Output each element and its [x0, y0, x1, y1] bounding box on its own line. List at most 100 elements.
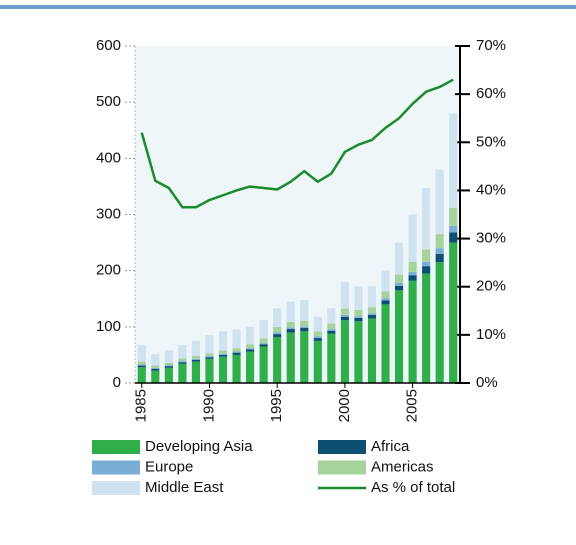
bar-segment	[449, 225, 458, 233]
bar-segment	[340, 316, 349, 321]
bar-segment	[367, 286, 377, 308]
bar-segment	[327, 329, 336, 331]
bar-segment	[191, 358, 200, 360]
bar-segment	[178, 344, 187, 359]
bar-segment	[300, 331, 309, 383]
bar-segment	[151, 367, 160, 369]
bar-segment	[286, 321, 295, 328]
bar-segment	[313, 336, 322, 339]
bar-segment	[191, 359, 200, 362]
legend-label: Developing Asia	[145, 438, 253, 455]
bar-segment	[435, 169, 444, 235]
bar-segment	[151, 365, 160, 368]
bar-segment	[205, 356, 214, 358]
bar-segment	[232, 354, 241, 383]
bar-segment	[381, 291, 390, 299]
bar-segment	[286, 301, 295, 322]
bar-segment	[137, 344, 146, 362]
bar-segment	[246, 326, 255, 345]
bar-segment	[395, 285, 404, 291]
bar-segment	[286, 332, 295, 383]
bar-segment	[259, 343, 268, 345]
bar-segment	[259, 346, 268, 383]
bar-segment	[340, 320, 349, 383]
y2-tick-label: 20%	[476, 278, 506, 295]
x-tick-label: 2000	[336, 389, 353, 422]
bar-segment	[422, 188, 431, 250]
bar-segment	[137, 361, 146, 365]
x-tick-label: 1995	[268, 389, 285, 422]
bar-segment	[395, 274, 404, 284]
bar-segment	[137, 367, 146, 383]
bar-segment	[205, 335, 214, 354]
bar-segment	[191, 356, 200, 359]
bar-segment	[408, 275, 417, 281]
y-tick-label: 0	[113, 374, 121, 391]
x-tick-label: 1985	[133, 389, 150, 422]
top-rule	[0, 5, 576, 9]
bar-segment	[151, 353, 160, 366]
y2-tick-label: 30%	[476, 230, 506, 247]
bar-segment	[327, 330, 336, 334]
bar-segment	[273, 334, 282, 337]
bar-segment	[367, 313, 377, 316]
bar-segment	[435, 234, 444, 249]
bar-segment	[259, 338, 268, 344]
bar-segment	[300, 299, 309, 321]
bar-segment	[435, 253, 444, 263]
line	[140, 78, 454, 209]
bar-segment	[313, 340, 322, 383]
bar-segment	[381, 304, 390, 383]
bar-segment	[205, 353, 214, 357]
y2-tick-label: 70%	[476, 37, 506, 54]
bar-segment	[232, 352, 241, 355]
legend-label: Middle East	[145, 479, 224, 496]
bar-segment	[218, 350, 228, 354]
bar-segment	[137, 365, 146, 368]
y-tick-label: 200	[96, 262, 121, 279]
bar-segment	[273, 326, 282, 333]
legend-label: Americas	[371, 458, 434, 475]
bar-segment	[259, 344, 268, 347]
bar-segment	[151, 370, 160, 383]
bar-segment	[164, 367, 173, 383]
bar-segment	[137, 364, 146, 366]
bar-segment	[218, 331, 228, 351]
bar-segment	[435, 262, 444, 383]
bar-segment	[218, 353, 228, 355]
bar-segment	[408, 271, 417, 276]
y2-tick-label: 40%	[476, 181, 506, 198]
legend-label: Africa	[371, 438, 410, 455]
x-tick-label: 2005	[404, 389, 421, 422]
bar-segment	[286, 329, 295, 333]
bar-segment	[178, 362, 187, 364]
bar-segment	[300, 326, 309, 328]
plot-background	[135, 46, 460, 383]
y-tick-label: 600	[96, 37, 121, 54]
bar-segment	[422, 266, 431, 274]
bar-segment	[191, 361, 200, 383]
bar-segment	[381, 270, 390, 292]
bar-segment	[232, 329, 241, 349]
bar-segment	[449, 232, 458, 243]
bar-segment	[327, 333, 336, 383]
bar-segment	[191, 340, 200, 357]
bar-segment	[395, 283, 404, 286]
bar-segment	[273, 336, 282, 383]
bar-segment	[164, 365, 173, 367]
bar-segment	[178, 361, 187, 363]
bar-segment	[313, 316, 322, 332]
legend-label: Europe	[145, 458, 193, 475]
bar-segment	[300, 327, 309, 332]
legend-label: As % of total	[371, 479, 455, 496]
bar-segment	[367, 315, 377, 319]
bar-segment	[273, 332, 282, 335]
bar-segment	[449, 113, 458, 208]
bar-segment	[340, 308, 349, 316]
bar-segment	[313, 338, 322, 341]
bar-segment	[422, 261, 431, 267]
bar-segment	[354, 286, 363, 310]
bar-segment	[381, 298, 390, 301]
bar-segment	[273, 308, 282, 327]
bar-segment	[313, 331, 322, 337]
